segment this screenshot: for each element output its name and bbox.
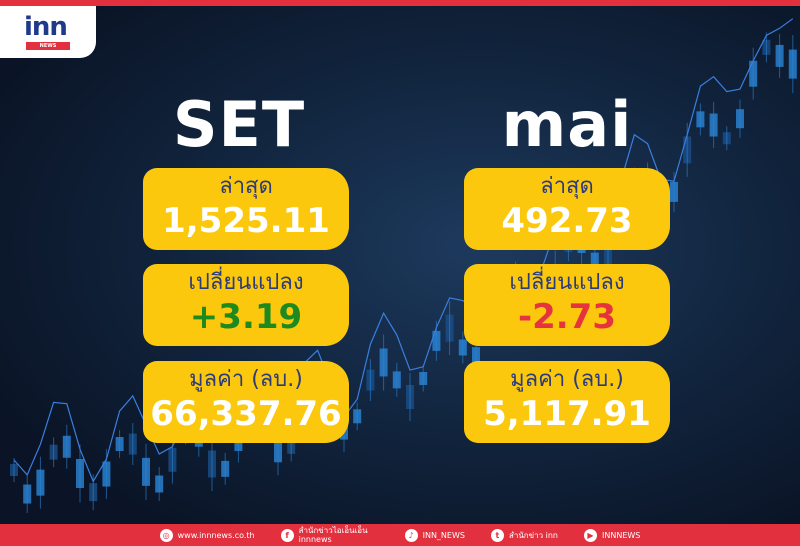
logo-news-label: NEWS	[26, 42, 70, 50]
mai-change-label: เปลี่ยนแปลง	[509, 270, 625, 295]
footer-facebook[interactable]: f สำนักข่าวไอเอ็นเอ็น innnews	[280, 526, 379, 544]
logo-text: inn	[24, 12, 68, 42]
footer-website[interactable]: ◎ www.innnews.co.th	[159, 528, 255, 542]
facebook-icon: f	[280, 528, 294, 542]
inn-news-logo: inn NEWS	[0, 0, 96, 58]
set-value-value: 66,337.76	[150, 394, 342, 434]
set-change-label: เปลี่ยนแปลง	[188, 270, 304, 295]
mai-change-card: เปลี่ยนแปลง -2.73	[464, 264, 670, 346]
mai-latest-card: ล่าสุด 492.73	[464, 168, 670, 250]
globe-icon: ◎	[159, 528, 173, 542]
set-latest-card: ล่าสุด 1,525.11	[143, 168, 349, 250]
footer-tiktok[interactable]: ♪ INN_NEWS	[404, 528, 465, 542]
footer-text: สำนักข่าวไอเอ็นเอ็น innnews	[298, 526, 368, 544]
mai-latest-label: ล่าสุด	[540, 174, 594, 199]
twitter-icon: t	[490, 528, 504, 542]
mai-value-value: 5,117.91	[483, 394, 651, 434]
trend-line	[13, 18, 794, 483]
footer-text: INN_NEWS	[422, 530, 465, 540]
set-latest-label: ล่าสุด	[219, 174, 273, 199]
footer-social-bar: ◎ www.innnews.co.th f สำนักข่าวไอเอ็นเอ็น …	[0, 524, 800, 546]
set-change-value: +3.19	[189, 297, 303, 337]
footer-text: สำนักข่าว inn	[508, 530, 558, 540]
mai-title: mai	[501, 88, 633, 161]
footer-twitter[interactable]: t สำนักข่าว inn	[490, 528, 558, 542]
mai-value-card: มูลค่า (ลบ.) 5,117.91	[464, 361, 670, 443]
set-value-card: มูลค่า (ลบ.) 66,337.76	[143, 361, 349, 443]
footer-youtube[interactable]: ▶ INNNEWS	[584, 528, 641, 542]
footer-text: INNNEWS	[602, 530, 641, 540]
set-value-label: มูลค่า (ลบ.)	[189, 367, 303, 392]
mai-value-label: มูลค่า (ลบ.)	[510, 367, 624, 392]
tiktok-icon: ♪	[404, 528, 418, 542]
set-change-card: เปลี่ยนแปลง +3.19	[143, 264, 349, 346]
set-title: SET	[172, 88, 306, 161]
set-latest-value: 1,525.11	[162, 201, 330, 241]
footer-text: www.innnews.co.th	[177, 530, 255, 540]
mai-change-value: -2.73	[518, 297, 616, 337]
top-accent-bar	[0, 0, 800, 6]
mai-latest-value: 492.73	[501, 201, 633, 241]
youtube-icon: ▶	[584, 528, 597, 542]
